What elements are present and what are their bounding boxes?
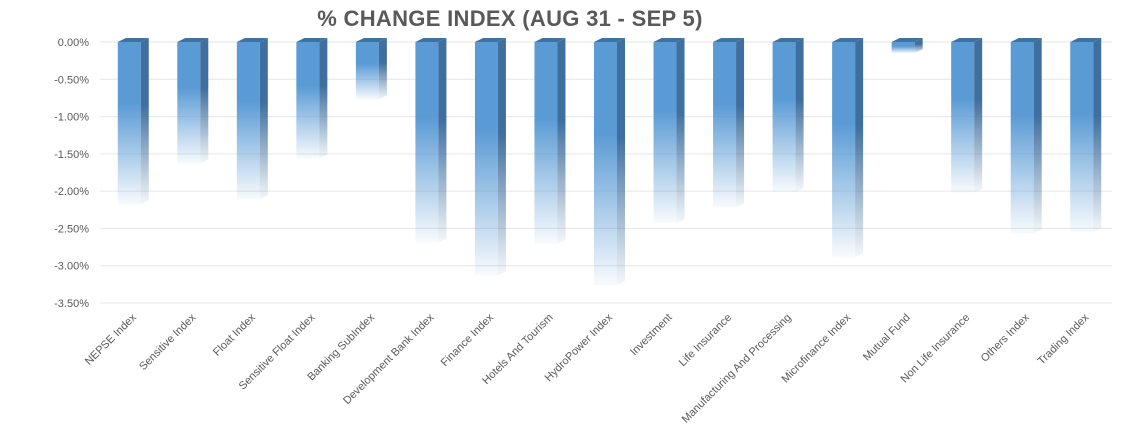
bar-side	[736, 38, 745, 208]
bar-front	[117, 42, 141, 205]
y-axis-ticks: 0.00% -0.50% -1.00% -1.50% -2.00% -2.50% -3.00…	[54, 37, 89, 310]
bar-front	[713, 42, 737, 208]
bar	[772, 38, 804, 192]
y-tick-label: -2.00%	[54, 186, 89, 198]
x-category-label: HydroPower Index	[543, 311, 616, 384]
bar-front	[832, 42, 856, 258]
bar-top	[832, 38, 864, 42]
bar	[594, 38, 625, 286]
bar-front	[415, 42, 439, 243]
bar-side	[855, 38, 864, 258]
bar-front	[474, 42, 498, 276]
bar-top	[177, 38, 209, 42]
bar	[117, 38, 149, 205]
bar	[236, 38, 268, 200]
bar-side	[259, 38, 268, 200]
bar	[177, 38, 209, 164]
bar-front	[951, 42, 975, 193]
x-category-label: Trading Index	[1036, 311, 1092, 367]
bars	[117, 38, 1102, 286]
bar-side	[438, 38, 447, 243]
bar-side	[319, 38, 328, 159]
bar-top	[594, 38, 625, 42]
bar-top	[415, 38, 447, 42]
bar	[713, 38, 745, 208]
bar-top	[117, 38, 149, 42]
bar-front	[177, 42, 201, 164]
y-tick-label: -0.50%	[54, 74, 89, 86]
bar-front	[891, 42, 915, 54]
bar-top	[296, 38, 328, 42]
bar-top	[534, 38, 566, 42]
bar	[534, 38, 566, 245]
bar	[951, 38, 983, 193]
bar-top	[713, 38, 745, 42]
bar-front	[534, 42, 558, 245]
bar-front	[355, 42, 379, 100]
bar-front	[296, 42, 320, 159]
x-category-label: Float Index	[211, 311, 258, 358]
bar-top	[474, 38, 506, 42]
bar-top	[1010, 38, 1042, 42]
bar	[415, 38, 447, 243]
bar-front	[594, 42, 617, 286]
chart-title: % CHANGE INDEX (AUG 31 - SEP 5)	[317, 6, 703, 31]
bar-front	[236, 42, 260, 200]
y-tick-label: 0.00%	[58, 37, 89, 49]
bar-side	[974, 38, 983, 193]
y-tick-label: -3.00%	[54, 261, 89, 273]
x-category-label: Life Insurance	[677, 312, 734, 369]
bar-side	[378, 38, 387, 100]
bar-side	[1033, 38, 1042, 234]
bar	[355, 38, 387, 100]
bar-side	[617, 38, 625, 286]
bar-top	[951, 38, 983, 42]
bar-front	[772, 42, 796, 192]
x-category-label: Investment	[628, 312, 675, 359]
bar-side	[140, 38, 149, 205]
bar	[891, 38, 923, 54]
bar-side	[676, 38, 685, 224]
x-category-label: Sensitive Index	[137, 311, 199, 373]
y-tick-label: -1.50%	[54, 149, 89, 161]
x-category-label: Finance Index	[439, 311, 497, 369]
bar-top	[891, 38, 923, 42]
bar	[1070, 38, 1102, 233]
bar-front	[1010, 42, 1034, 234]
bar-side	[914, 38, 923, 54]
y-tick-label: -2.50%	[54, 223, 89, 235]
bar-top	[236, 38, 268, 42]
bar-top	[653, 38, 685, 42]
bar	[474, 38, 506, 276]
bar	[1010, 38, 1042, 234]
x-category-label: NEPSE Index	[83, 311, 139, 367]
x-category-label: Others Index	[979, 311, 1032, 364]
x-category-label: Manufacturing And Processing	[680, 312, 794, 426]
bar-side	[795, 38, 804, 192]
bar-top	[772, 38, 804, 42]
bar	[832, 38, 864, 258]
bar-top	[1070, 38, 1102, 42]
bar-front	[653, 42, 677, 224]
x-category-label: Mutual Fund	[861, 312, 913, 364]
y-tick-label: -1.00%	[54, 112, 89, 124]
bar	[653, 38, 685, 224]
bar	[296, 38, 328, 159]
bar-top	[355, 38, 387, 42]
bar-front	[1070, 42, 1094, 233]
bar-side	[1093, 38, 1102, 233]
bar-side	[497, 38, 506, 276]
y-tick-label: -3.50%	[54, 298, 89, 310]
bar-side	[200, 38, 209, 164]
bar-side	[557, 38, 566, 245]
